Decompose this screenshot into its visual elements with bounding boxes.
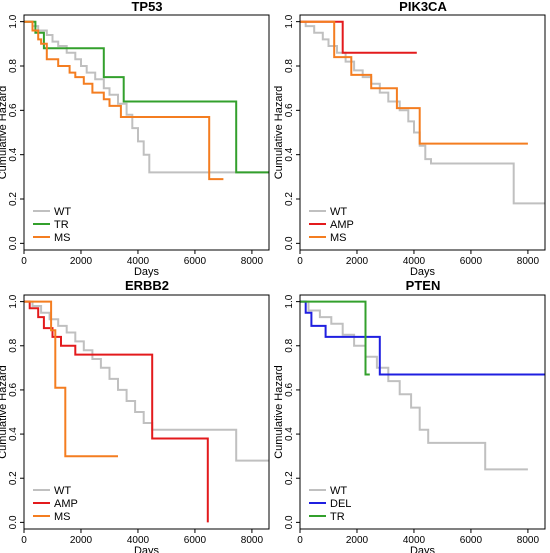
chart-title: PIK3CA (399, 0, 447, 14)
x-tick-label: 4000 (127, 535, 150, 546)
series-line-ms (24, 300, 118, 458)
x-tick-label: 8000 (517, 535, 540, 546)
series-line-wt (24, 300, 269, 462)
series-line-tr (300, 300, 370, 376)
legend-label-amp: AMP (54, 498, 78, 510)
x-tick-label: 8000 (241, 256, 264, 267)
y-tick-label: 0.6 (284, 103, 295, 117)
y-tick-label: 0.6 (8, 103, 19, 117)
x-tick-label: 2000 (70, 535, 93, 546)
plot-frame (23, 14, 270, 251)
x-tick-label: 2000 (70, 256, 93, 267)
plot-frame (299, 294, 546, 530)
x-tick-label: 4000 (127, 256, 150, 267)
legend-label-wt: WT (54, 206, 71, 218)
chart-title: PTEN (406, 278, 441, 293)
x-axis-label: Days (410, 545, 436, 553)
y-tick-label: 0.0 (8, 236, 19, 250)
y-tick-label: 0.8 (284, 59, 295, 73)
y-tick-label: 0.4 (284, 147, 295, 161)
y-tick-label: 0.2 (8, 192, 19, 206)
series-line-del (300, 300, 545, 376)
y-tick-label: 0.6 (284, 383, 295, 397)
legend-label-wt: WT (330, 485, 347, 497)
y-tick-label: 0.0 (284, 236, 295, 250)
legend-label-ms: MS (330, 232, 347, 244)
series-line-wt (300, 20, 545, 205)
legend-label-tr: TR (330, 511, 345, 523)
y-tick-label: 0.2 (284, 471, 295, 485)
y-axis-label: Cumulative Hazard (0, 86, 9, 180)
y-tick-label: 1.0 (8, 294, 19, 308)
legend-label-ms: MS (54, 232, 71, 244)
y-tick-label: 0.8 (8, 338, 19, 352)
y-axis-label: Cumulative Hazard (0, 365, 9, 459)
legend-label-amp: AMP (330, 219, 354, 231)
legend-label-tr: TR (54, 219, 69, 231)
series-line-wt (300, 300, 528, 471)
x-tick-label: 4000 (403, 535, 426, 546)
y-tick-label: 0.4 (284, 427, 295, 441)
chart-panel-pik3ca: PIK3CA 0 2000 4000 6000 8000 0.0 0.2 0.4 0.6 0.8 1.… (273, 0, 546, 278)
x-tick-label: 0 (297, 256, 303, 267)
x-tick-label: 8000 (241, 535, 264, 546)
series-line-ms (24, 20, 224, 181)
y-tick-label: 0.4 (8, 147, 19, 161)
chart-title: ERBB2 (125, 278, 169, 293)
y-tick-label: 0.8 (8, 59, 19, 73)
x-tick-label: 2000 (346, 535, 369, 546)
y-axis-label: Cumulative Hazard (273, 86, 285, 180)
y-tick-label: 1.0 (8, 14, 19, 28)
x-tick-label: 6000 (184, 256, 207, 267)
chart-panel-pten: PTEN 0 2000 4000 6000 8000 0.0 0.2 0.4 0.6 0.8 1.0 D… (273, 278, 546, 553)
y-tick-label: 0.2 (284, 192, 295, 206)
legend-label-ms: MS (54, 511, 71, 523)
x-tick-label: 0 (297, 535, 303, 546)
y-axis-label: Cumulative Hazard (273, 365, 285, 459)
series-line-amp (24, 300, 209, 523)
x-tick-label: 6000 (184, 535, 207, 546)
legend-label-wt: WT (54, 485, 71, 497)
y-tick-label: 0.2 (8, 471, 19, 485)
y-tick-label: 0.6 (8, 383, 19, 397)
series-line-ms (300, 20, 528, 145)
x-axis-label: Days (134, 266, 160, 278)
y-tick-label: 1.0 (284, 14, 295, 28)
y-tick-label: 0.0 (284, 515, 295, 529)
x-tick-label: 0 (21, 256, 27, 267)
legend-label-wt: WT (330, 206, 347, 218)
y-tick-label: 1.0 (284, 294, 295, 308)
x-tick-label: 6000 (460, 535, 483, 546)
chart-panel-erbb2: ERBB2 0 2000 4000 6000 8000 0.0 0.2 0.4 0.6 0.8 1.0… (0, 278, 270, 553)
chart-panel-tp53: TP53 0 2000 4000 6000 8000 0.0 0.2 0.4 0.6 0.8 1.0 D… (0, 0, 270, 278)
chart-title: TP53 (131, 0, 162, 14)
plot-frame (299, 14, 546, 251)
series-line-wt (24, 20, 269, 174)
x-axis-label: Days (134, 545, 160, 553)
y-tick-label: 0.0 (8, 515, 19, 529)
x-tick-label: 4000 (403, 256, 426, 267)
x-tick-label: 0 (21, 535, 27, 546)
plot-frame (23, 294, 270, 530)
series-line-tr (24, 20, 269, 174)
x-tick-label: 6000 (460, 256, 483, 267)
x-axis-label: Days (410, 266, 436, 278)
series-line-amp (300, 20, 417, 54)
y-tick-label: 0.8 (284, 338, 295, 352)
y-tick-label: 0.4 (8, 427, 19, 441)
x-tick-label: 8000 (517, 256, 540, 267)
x-tick-label: 2000 (346, 256, 369, 267)
legend-label-del: DEL (330, 498, 351, 510)
